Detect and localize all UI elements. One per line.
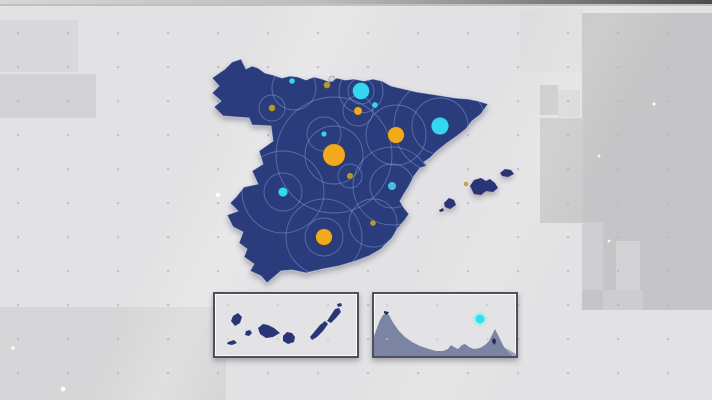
map-marker-cyan bbox=[352, 82, 370, 100]
map-marker-olive bbox=[369, 219, 377, 227]
map-markers bbox=[268, 75, 469, 246]
inset-dot-texture bbox=[215, 294, 357, 356]
island-menorca bbox=[500, 169, 514, 177]
map-marker-cyan2 bbox=[387, 181, 397, 191]
map-marker-orange bbox=[315, 228, 333, 246]
map-marker-cyan bbox=[277, 186, 289, 198]
spain-peninsula-landmass bbox=[211, 58, 489, 284]
balearic-islands bbox=[439, 169, 514, 212]
map-marker-cyan bbox=[320, 130, 328, 138]
map-marker-cyan bbox=[371, 101, 379, 109]
map-marker-cyan bbox=[430, 116, 450, 136]
island-formentera bbox=[439, 208, 444, 212]
map-marker-faded bbox=[328, 75, 336, 83]
map-marker-orange bbox=[463, 181, 469, 187]
map-marker-olive bbox=[268, 104, 276, 112]
map-marker-olive bbox=[346, 172, 354, 180]
map-marker-orange bbox=[387, 126, 405, 144]
coastal-region-inset bbox=[372, 292, 518, 358]
sparkle-dots bbox=[11, 102, 656, 392]
map-marker-orange bbox=[322, 143, 346, 167]
island-ibiza bbox=[444, 198, 456, 209]
top-edge-line bbox=[0, 4, 712, 6]
map-marker-olive bbox=[323, 81, 331, 89]
map-marker-orange bbox=[353, 106, 363, 116]
canary-islands-inset bbox=[213, 292, 359, 358]
top-edge-strip bbox=[0, 0, 712, 4]
map-marker-cyan bbox=[288, 77, 296, 85]
island-mallorca bbox=[470, 178, 498, 195]
inset-dot-texture bbox=[374, 294, 516, 356]
